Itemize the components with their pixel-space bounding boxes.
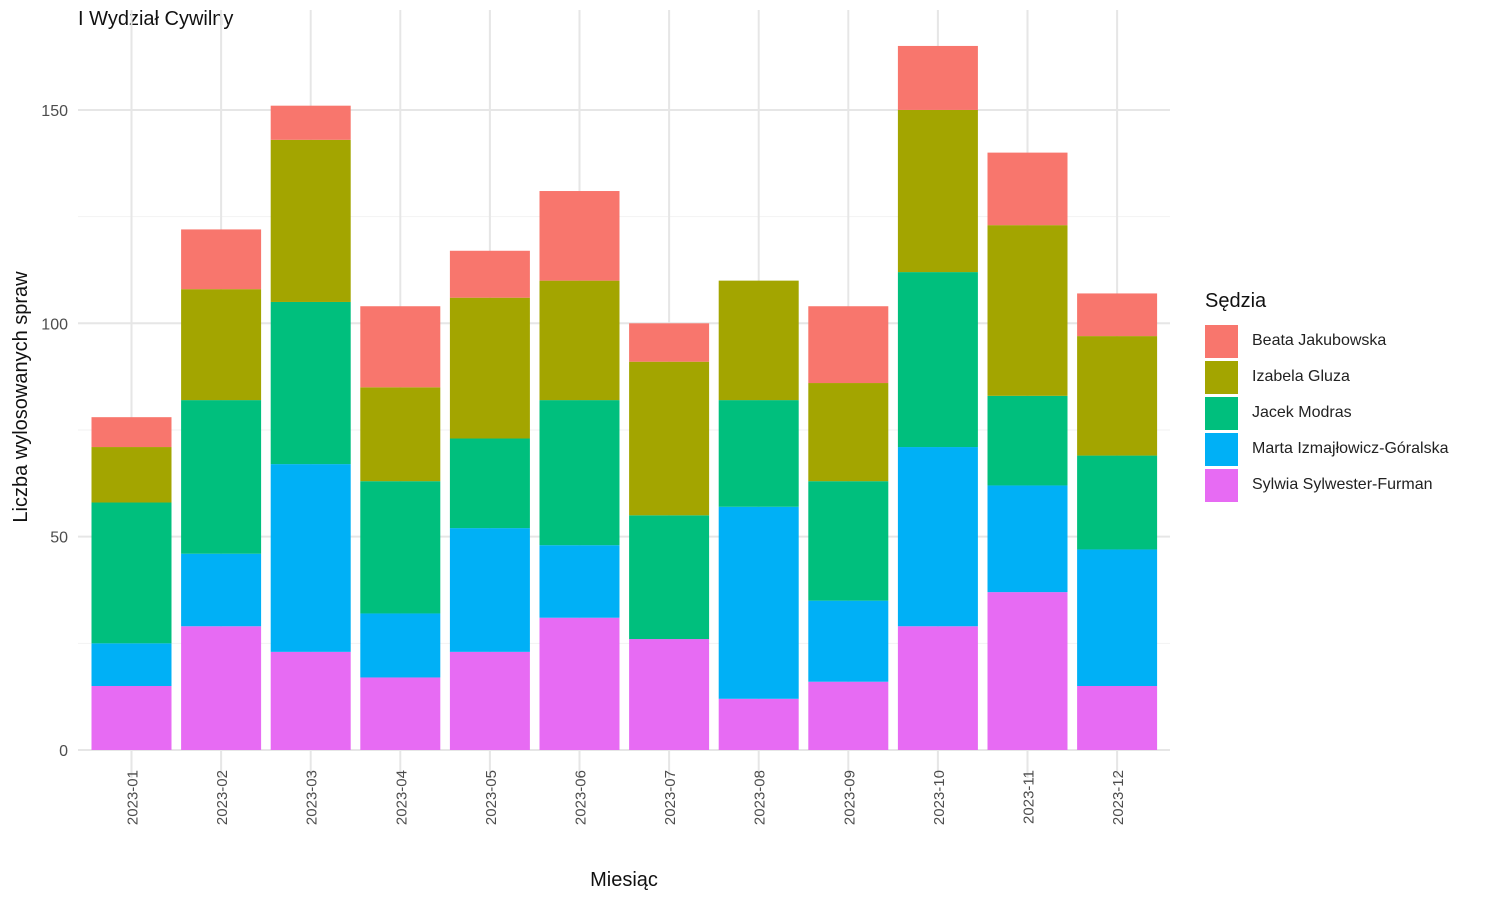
- bar-segment: [270, 105, 351, 140]
- bar-segment: [897, 626, 978, 750]
- bar-segment: [91, 417, 172, 448]
- legend-item: Marta Izmajłowicz-Góralska: [1205, 431, 1448, 467]
- bar-segment: [91, 447, 172, 503]
- bar-segment: [360, 306, 441, 388]
- bar-segment: [718, 698, 799, 750]
- bar-segment: [1077, 455, 1158, 550]
- bar-segment: [270, 464, 351, 652]
- x-tick-label: 2023-12: [1110, 770, 1127, 825]
- bar-segment: [987, 592, 1068, 750]
- legend-key: [1205, 432, 1238, 466]
- bar-segment: [539, 617, 620, 750]
- x-tick-label: 2023-03: [304, 770, 321, 825]
- bar-segment: [539, 400, 620, 546]
- bar-segment: [181, 553, 262, 627]
- bar-segment: [987, 152, 1068, 226]
- legend-label: Sylwia Sylwester-Furman: [1252, 476, 1433, 493]
- x-tick-label: 2023-08: [752, 770, 769, 825]
- legend-key: [1205, 360, 1238, 394]
- bar-segment: [449, 651, 530, 750]
- bars: [91, 45, 1158, 750]
- bar-segment: [629, 515, 710, 640]
- bar-segment: [181, 289, 262, 401]
- y-tick-label: 50: [50, 530, 68, 547]
- legend-item: Jacek Modras: [1205, 395, 1448, 431]
- x-tick-label: 2023-02: [214, 770, 231, 825]
- bar-segment: [449, 250, 530, 298]
- bar-segment: [270, 651, 351, 750]
- bar-segment: [987, 485, 1068, 593]
- bar-segment: [808, 600, 889, 682]
- bar-segment: [629, 323, 710, 362]
- bar-segment: [270, 301, 351, 465]
- legend-label: Beata Jakubowska: [1252, 332, 1387, 349]
- legend-label: Izabela Gluza: [1252, 368, 1350, 385]
- bar-segment: [1077, 336, 1158, 456]
- bar-segment: [91, 685, 172, 750]
- bar-segment: [1077, 293, 1158, 337]
- bar-segment: [91, 502, 172, 644]
- bar-segment: [181, 229, 262, 290]
- bar-segment: [181, 626, 262, 750]
- bar-segment: [897, 45, 978, 110]
- legend-key: [1205, 468, 1238, 502]
- bar-segment: [897, 447, 978, 627]
- legend-item: Beata Jakubowska: [1205, 323, 1448, 359]
- bar-segment: [360, 481, 441, 614]
- bar-segment: [1077, 685, 1158, 750]
- legend-key: [1205, 396, 1238, 430]
- bar-segment: [808, 383, 889, 482]
- x-tick-label: 2023-05: [483, 770, 500, 825]
- bar-segment: [449, 438, 530, 529]
- bar-segment: [897, 272, 978, 448]
- bar-segment: [539, 191, 620, 281]
- chart-title: I Wydział Cywilny: [78, 8, 234, 30]
- y-tick-label: 150: [41, 103, 68, 120]
- bar-segment: [539, 280, 620, 401]
- bar-segment: [360, 613, 441, 678]
- x-tick-label: 2023-10: [931, 770, 948, 825]
- bar-segment: [360, 387, 441, 482]
- bar-segment: [987, 395, 1068, 486]
- legend-key: [1205, 324, 1238, 358]
- bar-segment: [987, 225, 1068, 396]
- y-axis-title: Liczba wylosowanych spraw: [10, 271, 32, 523]
- bar-segment: [808, 681, 889, 750]
- bar-segment: [629, 639, 710, 750]
- x-tick-label: 2023-06: [573, 770, 590, 825]
- legend-item: Sylwia Sylwester-Furman: [1205, 467, 1448, 503]
- x-tick-label: 2023-07: [662, 770, 679, 825]
- x-tick-label: 2023-09: [841, 770, 858, 825]
- x-tick-label: 2023-01: [125, 770, 142, 825]
- x-tick-label: 2023-04: [393, 770, 410, 825]
- bar-segment: [808, 306, 889, 384]
- bar-segment: [718, 506, 799, 699]
- legend-label: Jacek Modras: [1252, 404, 1352, 421]
- bar-segment: [449, 297, 530, 439]
- y-tick-label: 0: [59, 743, 68, 760]
- legend-label: Marta Izmajłowicz-Góralska: [1252, 440, 1449, 457]
- bar-segment: [718, 280, 799, 401]
- legend-title: Sędzia: [1205, 290, 1267, 312]
- y-tick-label: 100: [41, 316, 68, 333]
- x-tick-label: 2023-11: [1021, 770, 1038, 824]
- bar-segment: [808, 481, 889, 601]
- bar-segment: [181, 400, 262, 554]
- bar-segment: [360, 677, 441, 750]
- bar-segment: [897, 109, 978, 273]
- x-axis-title: Miesiąc: [590, 869, 658, 891]
- bar-segment: [270, 139, 351, 302]
- bar-segment: [449, 528, 530, 652]
- bar-segment: [718, 400, 799, 507]
- bar-segment: [91, 643, 172, 686]
- bar-segment: [629, 361, 710, 516]
- bar-segment: [539, 545, 620, 618]
- bar-segment: [1077, 549, 1158, 686]
- legend: Sędzia Beata Jakubowska Izabela Gluza Jace…: [1205, 290, 1448, 503]
- legend-item: Izabela Gluza: [1205, 359, 1448, 395]
- axes: 0 50 100 150 2023-01 2023-02 2023-03 2023-04 202…: [10, 103, 1127, 891]
